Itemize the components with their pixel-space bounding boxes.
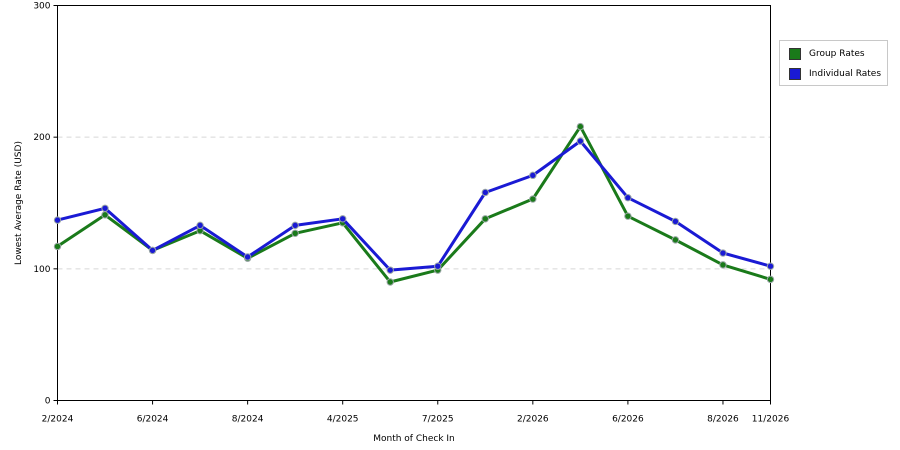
data-point-s0-9	[481, 215, 489, 223]
data-point-s0-12	[624, 212, 632, 220]
legend-swatch-group-rates	[789, 48, 801, 60]
x-tick-label-2: 8/2024	[232, 415, 264, 425]
x-tick-label-1: 6/2024	[137, 415, 169, 425]
x-tick-label-3: 4/2025	[327, 415, 359, 425]
data-point-s1-14	[719, 249, 727, 257]
y-tick-label-100: 100	[33, 265, 50, 275]
data-point-s1-1	[101, 204, 109, 212]
series-line-0	[56, 125, 771, 284]
y-axis-title: Lowest Average Rate (USD)	[14, 141, 24, 265]
data-point-s1-10	[529, 171, 537, 180]
data-point-s1-13	[671, 217, 680, 226]
legend-item-group-rates: Group Rates	[789, 48, 865, 60]
data-point-s1-5	[291, 221, 299, 230]
legend: Group Rates Individual Rates	[779, 40, 888, 86]
x-tick-label-7: 8/2026	[707, 415, 739, 425]
x-tick-label-5: 2/2026	[517, 415, 549, 425]
data-point-s0-0	[53, 242, 62, 251]
data-point-s0-7	[386, 278, 394, 286]
x-tick-label-0: 2/2024	[42, 415, 74, 425]
data-point-s1-9	[481, 188, 489, 197]
data-point-s0-1	[101, 211, 109, 219]
y-tick-label-200: 200	[33, 133, 50, 143]
data-point-s1-6	[339, 215, 347, 223]
series-line-1	[57, 139, 771, 272]
x-axis: 2/2024 6/2024 8/2024 4/2025 7/2025 2/2026 6/20…	[42, 400, 790, 425]
data-point-s0-14	[719, 261, 727, 269]
data-point-s1-15	[766, 262, 775, 270]
data-point-s0-10	[529, 195, 537, 203]
series-layer	[53, 122, 775, 286]
legend-label-individual-rates: Individual Rates	[809, 69, 882, 79]
y-axis: 0 100 200 300	[33, 2, 58, 407]
legend-swatch-individual-rates	[789, 68, 801, 80]
data-point-s1-8	[434, 262, 442, 270]
x-axis-title: Month of Check In	[373, 434, 455, 444]
data-point-s0-15	[766, 275, 775, 284]
data-point-s1-0	[53, 216, 62, 224]
data-point-s1-2	[148, 246, 157, 255]
data-point-s0-13	[671, 236, 680, 244]
plot-area-frame	[57, 5, 771, 401]
data-point-s0-11	[576, 122, 585, 131]
data-point-s1-7	[386, 266, 394, 274]
data-point-s1-11	[576, 137, 585, 145]
data-point-s1-12	[624, 194, 632, 202]
legend-label-group-rates: Group Rates	[809, 49, 865, 59]
y-tick-label-0: 0	[45, 397, 51, 407]
data-point-s1-3	[196, 221, 204, 230]
x-tick-label-8: 11/2026	[752, 415, 790, 425]
data-point-s0-5	[291, 229, 299, 237]
legend-item-individual-rates: Individual Rates	[789, 68, 881, 80]
gridlines	[57, 136, 771, 270]
data-point-s1-4	[243, 253, 252, 261]
y-tick-label-300: 300	[33, 2, 50, 12]
x-tick-label-4: 7/2025	[422, 415, 454, 425]
x-tick-label-6: 6/2026	[612, 415, 644, 425]
